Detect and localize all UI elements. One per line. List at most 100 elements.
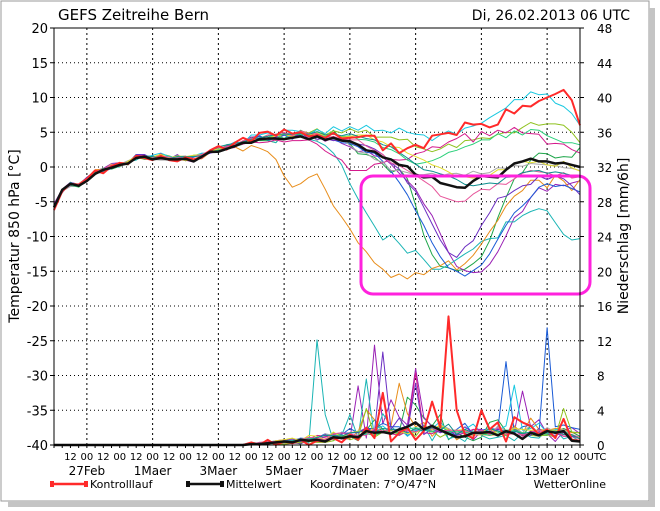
x-hour-label: 12 xyxy=(524,452,537,463)
temperature-line-member xyxy=(53,133,581,258)
y-tick-label-left: 10 xyxy=(31,92,48,107)
y-axis-label-left: Temperatur 850 hPa [°C] xyxy=(7,149,23,323)
temperature-line-member xyxy=(53,126,581,208)
x-hour-label: UTC xyxy=(587,452,607,463)
y-tick-label-right: 0 xyxy=(597,439,605,453)
x-hour-label: 12 xyxy=(261,452,274,463)
y-tick-label-right: 32 xyxy=(597,161,612,175)
y-tick-label-left: -20 xyxy=(27,300,48,315)
temperature-line-member xyxy=(53,131,581,207)
y-tick-label-left: -25 xyxy=(27,335,48,350)
y-axis-label-right: Niederschlag [mm/6h] xyxy=(616,158,632,315)
x-hour-label: 12 xyxy=(228,452,241,463)
x-date-label: 3Maer xyxy=(200,464,238,478)
precipitation-series xyxy=(54,315,581,447)
temperature-line-member xyxy=(53,131,581,207)
y-tick-label-left: 0 xyxy=(40,161,48,176)
coordinates-label: Koordinaten: 7°O/47°N xyxy=(310,478,436,491)
y-tick-label-left: -35 xyxy=(27,404,48,419)
y-tick-label-right: 40 xyxy=(597,92,612,106)
highlight-box xyxy=(359,174,592,296)
x-hour-label: 00 xyxy=(541,452,554,463)
temperature-line-mittelwert xyxy=(52,135,581,208)
x-hour-label: 12 xyxy=(426,452,439,463)
x-hour-label: 00 xyxy=(179,452,192,463)
temperature-line-member xyxy=(53,91,581,206)
y-tick-label-left: 5 xyxy=(40,126,48,141)
x-hour-label: 00 xyxy=(376,452,389,463)
x-hour-label: 00 xyxy=(212,452,225,463)
x-date-label: 1Maer xyxy=(134,464,172,478)
x-hour-label: 00 xyxy=(344,452,357,463)
x-hour-label: 00 xyxy=(113,452,126,463)
y-tick-label-right: 36 xyxy=(597,126,612,140)
y-tick-label-left: 15 xyxy=(31,57,48,72)
y-tick-label-left: -10 xyxy=(27,231,48,246)
x-date-label: 27Feb xyxy=(69,464,106,478)
x-hour-label: 00 xyxy=(311,452,324,463)
x-hour-label: 00 xyxy=(475,452,488,463)
temperature-line-member xyxy=(53,133,581,277)
y-tick-label-left: -30 xyxy=(27,370,48,385)
x-date-label: 11Maer xyxy=(459,464,504,478)
y-tick-label-right: 48 xyxy=(597,22,612,36)
x-hour-label: 12 xyxy=(393,452,406,463)
temperature-series xyxy=(52,88,581,280)
chart-title: GEFS Zeitreihe Bern xyxy=(58,6,209,24)
x-hour-label: 12 xyxy=(130,452,143,463)
x-date-label: 13Maer xyxy=(524,464,569,478)
grid xyxy=(54,28,580,445)
legend-control-label: Kontrolllauf xyxy=(90,478,154,491)
y-tick-label-left: -5 xyxy=(35,196,48,211)
temperature-line-member xyxy=(53,132,581,270)
y-tick-label-right: 24 xyxy=(597,231,612,245)
legend-mean-label: Mittelwert xyxy=(226,478,282,491)
legend: Kontrolllauf Mittelwert Koordinaten: 7°O… xyxy=(50,478,606,491)
y-tick-label-left: -40 xyxy=(27,439,48,454)
x-hour-label: 12 xyxy=(294,452,307,463)
legend-control-marker-right xyxy=(84,481,88,487)
y-tick-label-right: 44 xyxy=(597,57,612,71)
x-hour-label: 12 xyxy=(491,452,504,463)
y-tick-label-left: -15 xyxy=(27,265,48,280)
legend-control-marker-left xyxy=(50,481,54,487)
y-tick-label-right: 12 xyxy=(597,335,612,349)
x-date-label: 9Maer xyxy=(397,464,435,478)
x-hour-label: 12 xyxy=(459,452,472,463)
x-hour-label: 00 xyxy=(409,452,422,463)
x-hour-label: 12 xyxy=(64,452,77,463)
legend-mean-marker-left xyxy=(186,481,190,487)
y-tick-label-right: 4 xyxy=(597,404,605,418)
x-hour-label: 12 xyxy=(360,452,373,463)
temperature-line-member xyxy=(53,129,581,272)
x-hour-label: 00 xyxy=(245,452,258,463)
x-hour-label: 00 xyxy=(574,452,587,463)
x-axis: 12 00 12 00 12 00 12 00 12 00 12 00 12 00 12 00 12 00 12 00… xyxy=(53,445,607,478)
x-hour-label: 00 xyxy=(442,452,455,463)
x-hour-label: 00 xyxy=(146,452,159,463)
temperature-line-member xyxy=(53,132,581,274)
y-tick-label-right: 16 xyxy=(597,300,612,314)
x-hour-label: 12 xyxy=(327,452,340,463)
y-tick-label-right: 8 xyxy=(597,370,605,384)
plot-area-border xyxy=(53,27,581,446)
x-hour-label: 12 xyxy=(557,452,570,463)
source-label: WetterOnline xyxy=(534,478,607,491)
x-hour-label: 00 xyxy=(508,452,521,463)
temperature-line-kontrolllauf xyxy=(53,88,581,211)
temperature-line-member xyxy=(53,145,581,280)
x-hour-label: 12 xyxy=(163,452,176,463)
y-tick-label-left: 20 xyxy=(31,22,48,37)
x-hour-label: 12 xyxy=(97,452,110,463)
x-hour-label: 00 xyxy=(278,452,291,463)
y-tick-label-right: 20 xyxy=(597,265,612,279)
x-hour-label: 00 xyxy=(81,452,94,463)
y-tick-label-right: 28 xyxy=(597,196,612,210)
legend-mean-marker-right xyxy=(220,481,224,487)
precip-line-kontrolllauf xyxy=(54,315,581,446)
x-date-label: 7Maer xyxy=(331,464,369,478)
x-date-label: 5Maer xyxy=(265,464,303,478)
